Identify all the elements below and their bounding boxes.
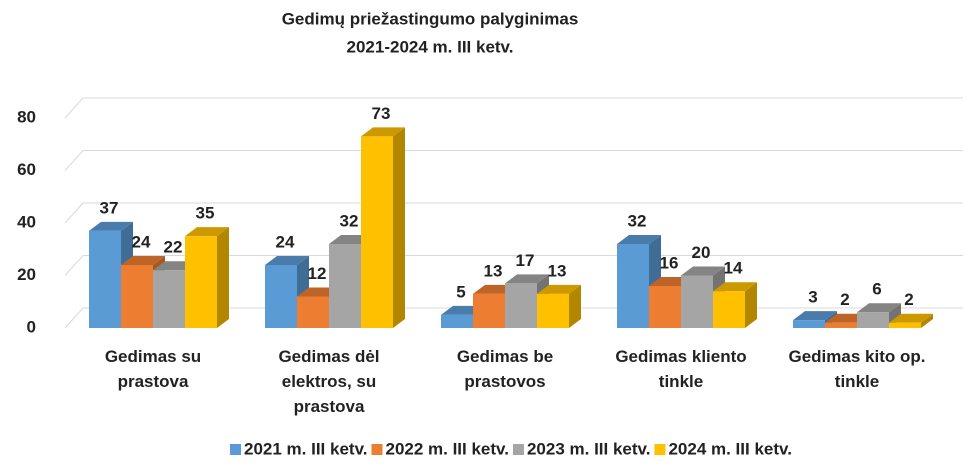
bar-top	[681, 266, 725, 276]
data-label: 32	[628, 211, 647, 230]
bar	[185, 227, 229, 328]
bar-top	[185, 227, 229, 237]
grid-line	[64, 255, 963, 276]
chart-subtitle: 2021-2024 m. III ketv.	[347, 37, 514, 56]
bar-front	[297, 296, 329, 328]
bar	[681, 266, 725, 328]
data-label: 73	[372, 104, 391, 123]
y-tick-label: 40	[17, 212, 36, 231]
data-label: 2	[904, 290, 913, 309]
bar-front	[121, 265, 153, 328]
bar-front	[825, 322, 857, 328]
x-tick-label: Gedimas dėl elektros, su prastova	[278, 347, 379, 416]
data-label: 13	[548, 261, 567, 280]
bar-top	[617, 235, 661, 244]
bar-front	[857, 312, 889, 328]
data-label: 32	[340, 211, 359, 230]
chart-title: Gedimų priežastingumo palyginimas	[282, 9, 579, 28]
grid-line	[64, 97, 963, 119]
data-label: 6	[872, 280, 881, 299]
bar-front	[185, 236, 217, 328]
bar-top	[505, 274, 549, 284]
data-label: 17	[516, 251, 535, 270]
legend-label: 2021 m. III ketv.	[244, 439, 367, 458]
bar-top	[713, 282, 757, 292]
data-label: 22	[164, 238, 183, 257]
data-label: 24	[276, 232, 295, 251]
legend-swatch	[512, 444, 524, 455]
bar-front	[649, 286, 681, 328]
bar-front	[505, 283, 537, 328]
legend-label: 2023 m. III ketv.	[527, 439, 650, 458]
data-label: 14	[724, 259, 743, 278]
legend-swatch	[371, 444, 383, 455]
data-label: 13	[484, 261, 503, 280]
x-tick-label: Gedimas be prastovos	[457, 347, 553, 391]
legend-swatch	[654, 444, 666, 455]
bar-side	[217, 227, 229, 328]
bar	[713, 282, 757, 328]
x-tick-label: Gedimas kito op. tinkle	[789, 347, 926, 391]
y-tick-label: 20	[17, 265, 36, 284]
bar-front	[537, 293, 569, 328]
bar-front	[265, 265, 297, 328]
bar-top	[857, 303, 901, 313]
grid-line	[64, 150, 963, 171]
bar-front	[361, 136, 393, 328]
legend-label: 2022 m. III ketv.	[385, 439, 508, 458]
bar-front	[89, 230, 121, 328]
y-tick-label: 0	[27, 317, 36, 336]
bar	[857, 303, 901, 328]
bar	[537, 284, 581, 328]
bar-side	[569, 284, 581, 328]
y-tick-label: 60	[17, 160, 36, 179]
bar-top	[361, 127, 405, 137]
data-label: 37	[100, 198, 119, 217]
bar-top	[121, 256, 165, 265]
bar-front	[329, 244, 361, 328]
data-label: 20	[692, 243, 711, 262]
bar-top	[889, 313, 933, 323]
data-label: 12	[308, 264, 327, 283]
grid-line	[64, 202, 963, 224]
legend: 2021 m. III ketv. 2022 m. III ketv. 2023 m…	[230, 439, 792, 458]
data-label: 35	[196, 204, 215, 223]
bar-front	[681, 275, 713, 328]
bar-top	[89, 221, 133, 231]
bar-side	[745, 282, 757, 328]
data-label: 5	[456, 282, 465, 301]
y-tick-label: 80	[17, 107, 36, 126]
bar	[361, 127, 405, 328]
bar-side	[921, 313, 933, 328]
bar-side	[393, 127, 405, 328]
bar	[889, 313, 933, 328]
bar-front	[473, 293, 505, 328]
bar-front	[441, 314, 473, 328]
data-label: 16	[660, 253, 679, 272]
bar-front	[793, 320, 825, 328]
bar-front	[153, 270, 185, 328]
data-label: 2	[840, 290, 849, 309]
data-label: 3	[808, 288, 817, 307]
bar-front	[713, 291, 745, 328]
legend-label: 2024 m. III ketv.	[668, 439, 791, 458]
bar-front	[617, 244, 649, 328]
data-label: 24	[132, 232, 151, 251]
x-tick-label: Gedimas kliento tinkle	[615, 347, 746, 391]
bar-top	[537, 284, 581, 294]
bar-front	[889, 322, 921, 328]
bar-top	[265, 256, 309, 265]
x-tick-label: Gedimas su prastova	[105, 347, 201, 391]
legend-swatch	[230, 444, 241, 455]
bar-top	[793, 311, 837, 321]
